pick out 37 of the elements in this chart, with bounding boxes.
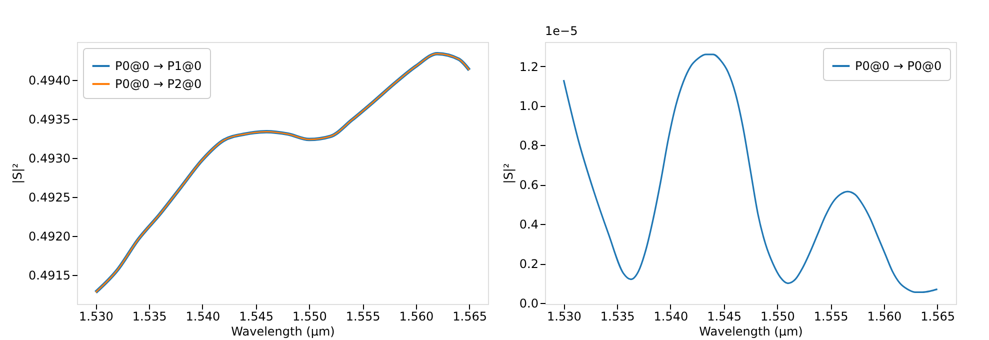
y-axis-title: |S|² [501,163,516,184]
legend-label: P0@0 → P1@0 [115,59,202,73]
y-tick-label: 0.0 [519,296,538,311]
text: 1e−5 [545,24,578,38]
y-tick-label: 0.4935 [28,112,70,127]
x-tick-label: 1.560 [399,310,434,324]
x-tick-label: 1.560 [867,310,902,324]
x-tick-label: 1.555 [346,310,380,324]
x-tick-label: 1.530 [547,310,582,324]
x-tick-label: 1.550 [292,310,327,324]
y-tick-label: 0.4915 [28,268,70,283]
x-tick-label: 1.555 [814,310,848,324]
x-tick-label: 1.550 [760,310,795,324]
y-tick-label: 1.0 [519,99,538,114]
x-tick-label: 1.545 [239,310,274,324]
y-tick-label: 0.4920 [28,230,70,244]
legend-label: P0@0 → P2@0 [115,77,202,91]
x-tick-label: 1.565 [452,310,487,324]
y-axis-title: |S|² [10,163,25,184]
legend-label: P0@0 → P0@0 [855,59,942,73]
x-tick-label: 1.540 [186,310,220,324]
y-tick-label: 1.2 [519,60,538,74]
y-tick-label: 0.4940 [28,74,70,88]
x-axis-title: Wavelength (µm) [699,324,803,338]
x-axis-title: Wavelength (µm) [231,324,335,338]
x-tick-label: 1.535 [132,310,167,324]
x-tick-label: 1.530 [79,310,114,324]
x-tick-label: 1.535 [600,310,635,324]
y-tick-label: 0.2 [519,257,538,272]
y-tick-label: 0.8 [519,138,538,153]
y-tick-label: 0.6 [519,178,538,192]
x-tick-label: 1.565 [920,310,955,324]
y-tick-label: 0.4 [519,218,538,232]
y-tick-label: 0.4925 [28,190,70,205]
x-tick-label: 1.540 [654,310,688,324]
x-tick-label: 1.545 [707,310,742,324]
y-tick-label: 0.4930 [28,152,70,166]
